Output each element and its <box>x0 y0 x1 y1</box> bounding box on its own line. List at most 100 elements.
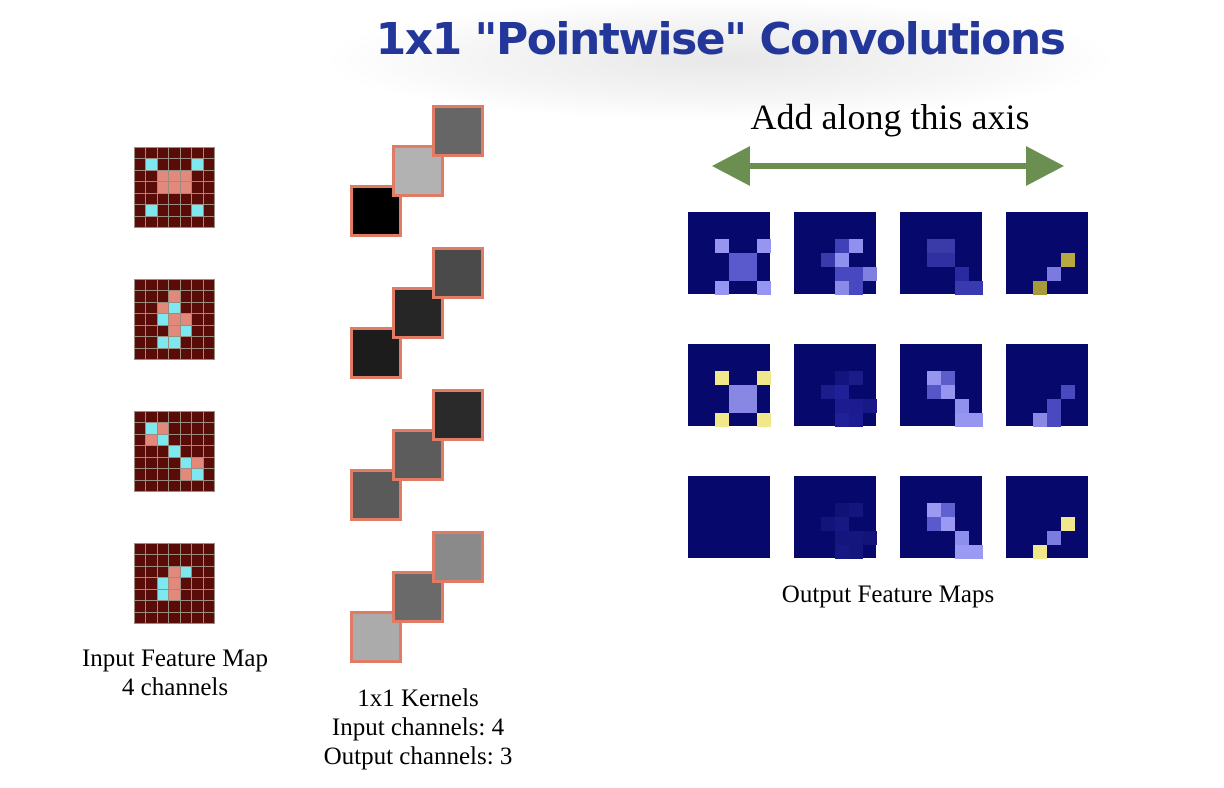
output-pixel <box>743 267 757 281</box>
output-pixel <box>849 399 863 413</box>
grid-cell <box>169 589 180 601</box>
grid-cell <box>146 148 157 159</box>
grid-cell <box>135 601 146 612</box>
output-map-3-2 <box>794 476 877 559</box>
grid-cell <box>192 148 203 159</box>
grid-cell <box>180 457 192 469</box>
output-pixel <box>941 371 955 385</box>
grid-cell <box>192 566 203 578</box>
grid-cell <box>146 159 157 170</box>
output-pixel <box>1061 385 1075 399</box>
grid-cell <box>180 612 192 623</box>
output-map-3-4 <box>1006 476 1088 559</box>
grid-cell <box>135 423 146 434</box>
grid-cell <box>169 148 180 159</box>
grid-cell <box>135 446 146 457</box>
output-pixel <box>849 281 863 295</box>
grid-cell <box>203 457 214 469</box>
grid-cell <box>192 601 203 612</box>
grid-cell <box>157 469 169 480</box>
output-pixel <box>821 385 835 399</box>
grid-cell <box>169 457 180 469</box>
grid-cell <box>157 182 169 193</box>
grid-cell <box>169 337 180 348</box>
output-pixel <box>821 253 835 267</box>
grid-cell <box>180 205 192 216</box>
output-pixel <box>941 253 955 267</box>
output-map-1-4 <box>1006 212 1088 295</box>
output-pixel <box>849 413 863 427</box>
output-pixel <box>835 517 849 531</box>
grid-cell <box>192 302 203 314</box>
grid-cell <box>135 469 146 480</box>
grid-cell <box>157 337 169 348</box>
grid-cell <box>157 480 169 491</box>
grid-cell <box>135 170 146 182</box>
grid-cell <box>157 325 169 337</box>
output-pixel <box>821 517 835 531</box>
grid-cell <box>146 578 157 589</box>
grid-cell <box>135 325 146 337</box>
grid-cell <box>157 446 169 457</box>
output-map-2-3 <box>900 344 983 427</box>
grid-cell <box>203 205 214 216</box>
grid-cell <box>203 159 214 170</box>
grid-cell <box>146 469 157 480</box>
kernel-1-3 <box>432 105 484 157</box>
grid-cell <box>146 216 157 227</box>
kernel-3-3 <box>432 389 484 441</box>
grid-cell <box>203 446 214 457</box>
grid-cell <box>203 182 214 193</box>
grid-cell <box>203 193 214 205</box>
grid-cell <box>157 457 169 469</box>
output-pixel <box>955 267 969 281</box>
grid-cell <box>192 205 203 216</box>
grid-cell <box>169 291 180 302</box>
output-pixel <box>835 531 849 545</box>
output-map-1-1 <box>688 212 771 295</box>
grid-cell <box>192 434 203 446</box>
grid-cell <box>169 612 180 623</box>
grid-cell <box>169 578 180 589</box>
output-pixel <box>835 239 849 253</box>
grid-cell <box>192 480 203 491</box>
grid-cell <box>146 325 157 337</box>
kernel-4-3 <box>432 531 484 583</box>
output-pixel <box>835 503 849 517</box>
grid-cell <box>180 412 192 423</box>
output-pixel <box>849 503 863 517</box>
grid-cell <box>180 193 192 205</box>
grid-cell <box>169 216 180 227</box>
grid-cell <box>146 601 157 612</box>
grid-cell <box>180 291 192 302</box>
grid-cell <box>157 216 169 227</box>
grid-cell <box>135 412 146 423</box>
output-pixel <box>941 517 955 531</box>
grid-cell <box>203 314 214 325</box>
grid-cell <box>203 566 214 578</box>
grid-cell <box>135 302 146 314</box>
grid-cell <box>146 314 157 325</box>
grid-cell <box>192 412 203 423</box>
grid-cell <box>192 182 203 193</box>
grid-cell <box>169 412 180 423</box>
output-map-1-2 <box>794 212 877 295</box>
grid-cell <box>146 457 157 469</box>
kernel-2-2 <box>392 287 444 339</box>
grid-cell <box>157 434 169 446</box>
output-pixel <box>863 531 877 545</box>
grid-cell <box>180 578 192 589</box>
grid-cell <box>203 480 214 491</box>
grid-cell <box>169 601 180 612</box>
output-pixel <box>743 253 757 267</box>
grid-cell <box>203 412 214 423</box>
output-map-3-1 <box>688 476 770 558</box>
grid-cell <box>157 589 169 601</box>
grid-cell <box>169 446 180 457</box>
grid-cell <box>135 337 146 348</box>
output-pixel <box>757 281 771 295</box>
grid-cell <box>180 423 192 434</box>
grid-cell <box>135 480 146 491</box>
grid-cell <box>169 205 180 216</box>
grid-cell <box>157 193 169 205</box>
